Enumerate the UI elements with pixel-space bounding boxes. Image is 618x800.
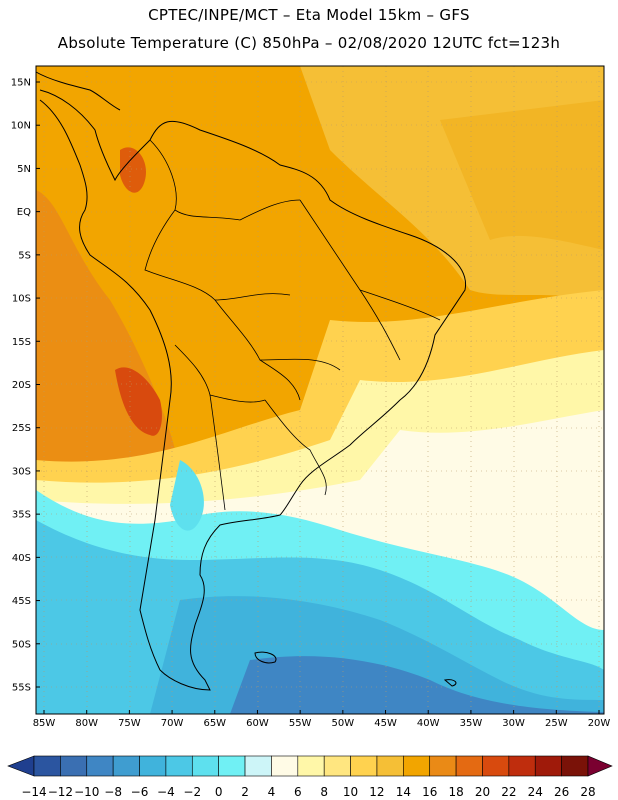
longitude-label: 65W bbox=[203, 718, 226, 729]
colorbar-tick-label: −12 bbox=[48, 785, 73, 799]
colorbar-swatch bbox=[86, 755, 114, 777]
colorbar-swatch bbox=[112, 755, 140, 777]
colorbar-tick-label: 18 bbox=[448, 785, 463, 799]
colorbar-tick-label: 28 bbox=[580, 785, 595, 799]
colorbar-tick-label: 4 bbox=[268, 785, 276, 799]
latitude-label: 50S bbox=[12, 639, 31, 650]
colorbar-swatch bbox=[297, 755, 325, 777]
country-borders bbox=[144, 139, 441, 511]
colorbar-tick-label: −14 bbox=[21, 785, 46, 799]
latitude-label: 5S bbox=[18, 250, 31, 261]
colorbar-tick-label: 6 bbox=[294, 785, 302, 799]
colorbar-swatch bbox=[376, 755, 404, 777]
longitude-label: 35W bbox=[460, 718, 483, 729]
longitude-label: 80W bbox=[75, 718, 98, 729]
colorbar-swatch bbox=[244, 755, 272, 777]
colorbar-tick-labels: −14 −12 −10 −8 −6 −4 −2 0 2 4 6 8 10 12 14 16 18 20 22 24 26… bbox=[21, 785, 595, 799]
latitude-label: EQ bbox=[17, 207, 31, 218]
colorbar-swatch bbox=[429, 755, 457, 777]
colorbar-tick-label: −10 bbox=[74, 785, 99, 799]
colorbar-tick-label: −8 bbox=[104, 785, 122, 799]
colorbar-tick-label: −4 bbox=[157, 785, 175, 799]
colorbar-tick-label: 8 bbox=[320, 785, 328, 799]
longitude-label: 20W bbox=[588, 718, 611, 729]
colorbar-tick-label: 16 bbox=[422, 785, 437, 799]
latitude-label: 15S bbox=[12, 337, 31, 348]
colorbar-swatch bbox=[33, 755, 61, 777]
colorbar-swatch bbox=[139, 755, 167, 777]
colorbar-tick-label: 14 bbox=[396, 785, 411, 799]
colorbar-tick-label: 12 bbox=[369, 785, 384, 799]
colorbar-swatch bbox=[191, 755, 219, 777]
latitude-label: 55S bbox=[12, 683, 31, 694]
colorbar-swatch bbox=[482, 755, 510, 777]
map-title-line1: CPTEC/INPE/MCT – Eta Model 15km – GFS bbox=[148, 6, 470, 24]
latitude-label: 30S bbox=[12, 466, 31, 477]
colorbar-tick-label: −6 bbox=[131, 785, 149, 799]
latitude-label: 25S bbox=[12, 423, 31, 434]
latitude-label: 20S bbox=[12, 380, 31, 391]
longitude-label: 70W bbox=[161, 718, 184, 729]
longitude-label: 55W bbox=[289, 718, 312, 729]
latitude-label: 10S bbox=[12, 294, 31, 305]
colorbar-tick-label: −2 bbox=[183, 785, 201, 799]
colorbar-tick-label: 26 bbox=[554, 785, 569, 799]
temperature-field bbox=[36, 66, 604, 714]
longitude-labels: 85W 80W 75W 70W 65W 60W 55W 50W 45W 40W 35W 30W 25W 2… bbox=[33, 710, 611, 729]
longitude-label: 50W bbox=[332, 718, 355, 729]
colorbar-tick-label: 24 bbox=[528, 785, 543, 799]
map-title-line2: Absolute Temperature (C) 850hPa – 02/08/… bbox=[57, 34, 561, 52]
colorbar-swatch bbox=[271, 755, 299, 777]
longitude-label: 60W bbox=[246, 718, 269, 729]
colorbar-tick-label: 20 bbox=[475, 785, 490, 799]
colorbar bbox=[7, 755, 613, 777]
colorbar-swatch bbox=[323, 755, 351, 777]
colorbar-swatch bbox=[455, 755, 483, 777]
colorbar-swatch bbox=[218, 755, 246, 777]
colorbar-swatch bbox=[60, 755, 88, 777]
colorbar-arrow-high bbox=[587, 755, 613, 777]
colorbar-swatch bbox=[350, 755, 378, 777]
longitude-label: 85W bbox=[33, 718, 56, 729]
colorbar-swatch bbox=[508, 755, 536, 777]
latitude-label: 5N bbox=[17, 164, 31, 175]
latitude-label: 40S bbox=[12, 553, 31, 564]
colorbar-swatch bbox=[403, 755, 431, 777]
colorbar-swatch bbox=[165, 755, 193, 777]
colorbar-tick-label: 22 bbox=[501, 785, 516, 799]
longitude-label: 30W bbox=[502, 718, 525, 729]
colorbar-swatch bbox=[534, 755, 562, 777]
map-frame bbox=[35, 65, 605, 715]
colorbar-arrow-low bbox=[7, 755, 35, 777]
longitude-label: 45W bbox=[374, 718, 397, 729]
latitude-label: 15N bbox=[11, 78, 31, 89]
latitude-label: 10N bbox=[11, 121, 31, 132]
latitude-label: 35S bbox=[12, 510, 31, 521]
latitude-labels: 15N 10N 5N EQ 5S 10S 15S 20S 25S 30S 35S 40S 45S 50S 5… bbox=[11, 78, 40, 694]
latitude-label: 45S bbox=[12, 596, 31, 607]
coastline bbox=[35, 71, 466, 691]
colorbar-tick-label: 0 bbox=[215, 785, 223, 799]
colorbar-swatch bbox=[561, 755, 589, 777]
longitude-label: 40W bbox=[417, 718, 440, 729]
colorbar-tick-label: 10 bbox=[343, 785, 358, 799]
colorbar-tick-label: 2 bbox=[241, 785, 249, 799]
longitude-label: 75W bbox=[118, 718, 141, 729]
longitude-label: 25W bbox=[545, 718, 568, 729]
